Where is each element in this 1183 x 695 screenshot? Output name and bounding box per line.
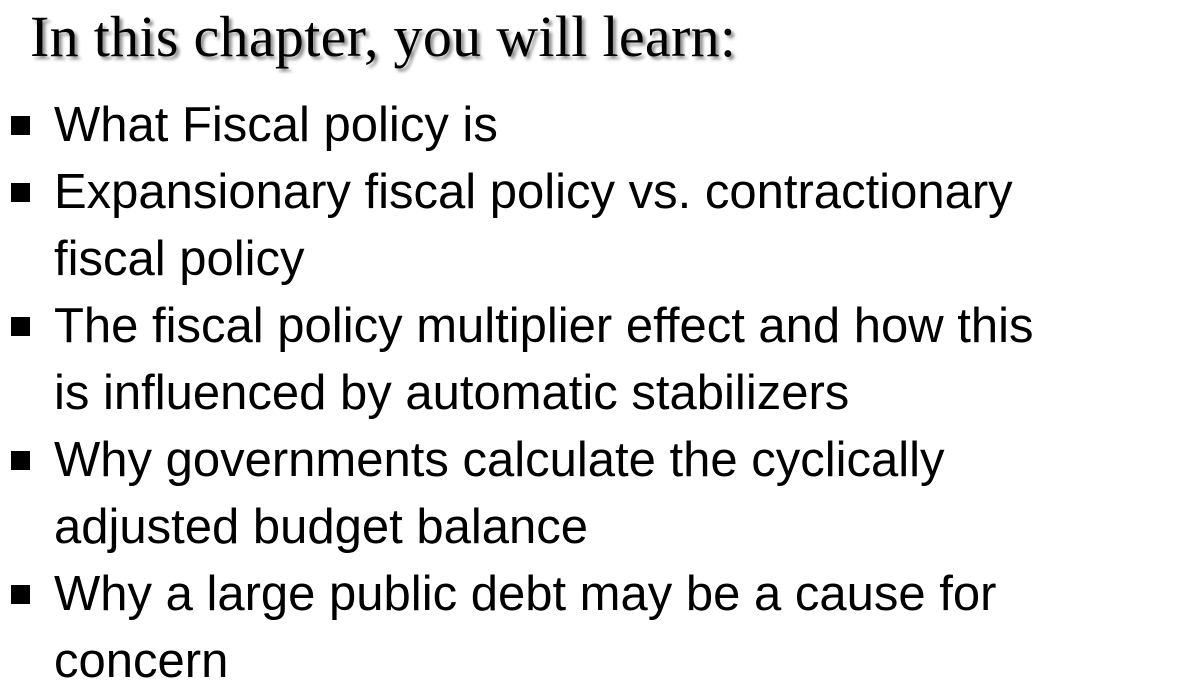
bullet-item-cyclically-adjusted-balance: Why governments calculate the cyclically… [0,427,1034,561]
bullet-line: Expansionary fiscal policy vs. contracti… [54,165,1013,219]
square-bullet-icon [11,451,30,470]
square-bullet-icon [11,317,30,336]
square-bullet-icon [11,183,30,202]
slide-title: In this chapter, you will learn: [30,4,737,69]
bullet-line: The fiscal policy multiplier effect and … [54,299,1034,353]
bullet-item-public-debt-concern: Why a large public debt may be a cause f… [0,561,1034,695]
bullet-line: concern [54,634,229,688]
bullet-line: fiscal policy [54,232,305,286]
bullet-item-expansionary-vs-contractionary: Expansionary fiscal policy vs. contracti… [0,159,1034,293]
bullet-line: is influenced by automatic stabilizers [54,366,850,420]
square-bullet-icon [11,585,30,604]
bullet-list: What Fiscal policy is Expansionary fisca… [0,92,1034,695]
bullet-line: Why a large public debt may be a cause f… [54,567,997,621]
bullet-line: What Fiscal policy is [54,98,498,152]
bullet-item-what-fiscal-policy: What Fiscal policy is [0,92,1034,159]
bullet-line: adjusted budget balance [54,500,588,554]
square-bullet-icon [11,116,30,135]
bullet-item-multiplier-effect: The fiscal policy multiplier effect and … [0,293,1034,427]
bullet-line: Why governments calculate the cyclically [54,433,945,487]
